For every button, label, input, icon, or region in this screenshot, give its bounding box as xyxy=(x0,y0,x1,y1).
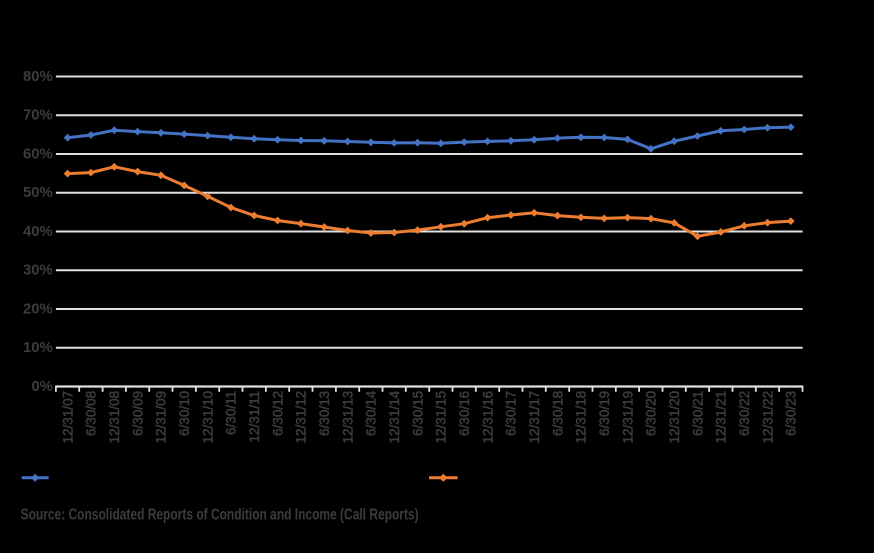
svg-text:0%: 0% xyxy=(32,379,53,395)
svg-text:12/31/13: 12/31/13 xyxy=(340,391,355,444)
svg-text:70%: 70% xyxy=(23,108,53,124)
svg-text:12/31/15: 12/31/15 xyxy=(434,391,449,444)
svg-text:12/31/21: 12/31/21 xyxy=(714,391,729,444)
svg-text:6/30/19: 6/30/19 xyxy=(597,391,612,436)
svg-text:6/30/17: 6/30/17 xyxy=(504,391,519,436)
svg-text:Source: Consolidated Reports o: Source: Consolidated Reports of Conditio… xyxy=(21,507,419,524)
svg-text:6/30/15: 6/30/15 xyxy=(410,391,425,436)
svg-text:80%: 80% xyxy=(23,69,53,85)
svg-text:12/31/08: 12/31/08 xyxy=(107,391,122,444)
svg-text:12/31/19: 12/31/19 xyxy=(620,391,635,444)
svg-text:40%: 40% xyxy=(23,224,53,240)
svg-text:12/31/07: 12/31/07 xyxy=(60,391,75,444)
svg-text:6/30/21: 6/30/21 xyxy=(690,391,705,436)
svg-text:6/30/14: 6/30/14 xyxy=(364,390,379,436)
svg-text:20%: 20% xyxy=(23,301,53,317)
svg-text:6/30/08: 6/30/08 xyxy=(84,391,99,436)
svg-text:6/30/18: 6/30/18 xyxy=(550,391,565,436)
svg-text:12/31/18: 12/31/18 xyxy=(574,391,589,444)
svg-text:6/30/12: 6/30/12 xyxy=(270,391,285,436)
svg-text:10%: 10% xyxy=(23,340,53,356)
svg-text:6/30/13: 6/30/13 xyxy=(317,391,332,436)
svg-text:6/30/10: 6/30/10 xyxy=(177,391,192,436)
svg-text:12/31/16: 12/31/16 xyxy=(480,391,495,444)
svg-text:12/31/10: 12/31/10 xyxy=(200,391,215,444)
svg-text:12/31/17: 12/31/17 xyxy=(527,391,542,444)
svg-text:12/31/12: 12/31/12 xyxy=(294,391,309,444)
svg-text:6/30/20: 6/30/20 xyxy=(644,391,659,436)
svg-text:12/31/20: 12/31/20 xyxy=(667,391,682,444)
svg-text:50%: 50% xyxy=(23,185,53,201)
svg-text:6/30/09: 6/30/09 xyxy=(130,391,145,436)
svg-text:12/31/09: 12/31/09 xyxy=(154,391,169,444)
svg-text:6/30/23: 6/30/23 xyxy=(784,391,799,436)
svg-text:60%: 60% xyxy=(23,146,53,162)
svg-text:6/30/16: 6/30/16 xyxy=(457,391,472,436)
svg-text:30%: 30% xyxy=(23,263,53,279)
svg-text:6/30/22: 6/30/22 xyxy=(737,391,752,436)
svg-text:6/30/11: 6/30/11 xyxy=(224,391,239,435)
svg-text:12/31/11: 12/31/11 xyxy=(247,391,262,443)
svg-text:12/31/22: 12/31/22 xyxy=(760,391,775,444)
svg-text:12/31/14: 12/31/14 xyxy=(387,390,402,443)
